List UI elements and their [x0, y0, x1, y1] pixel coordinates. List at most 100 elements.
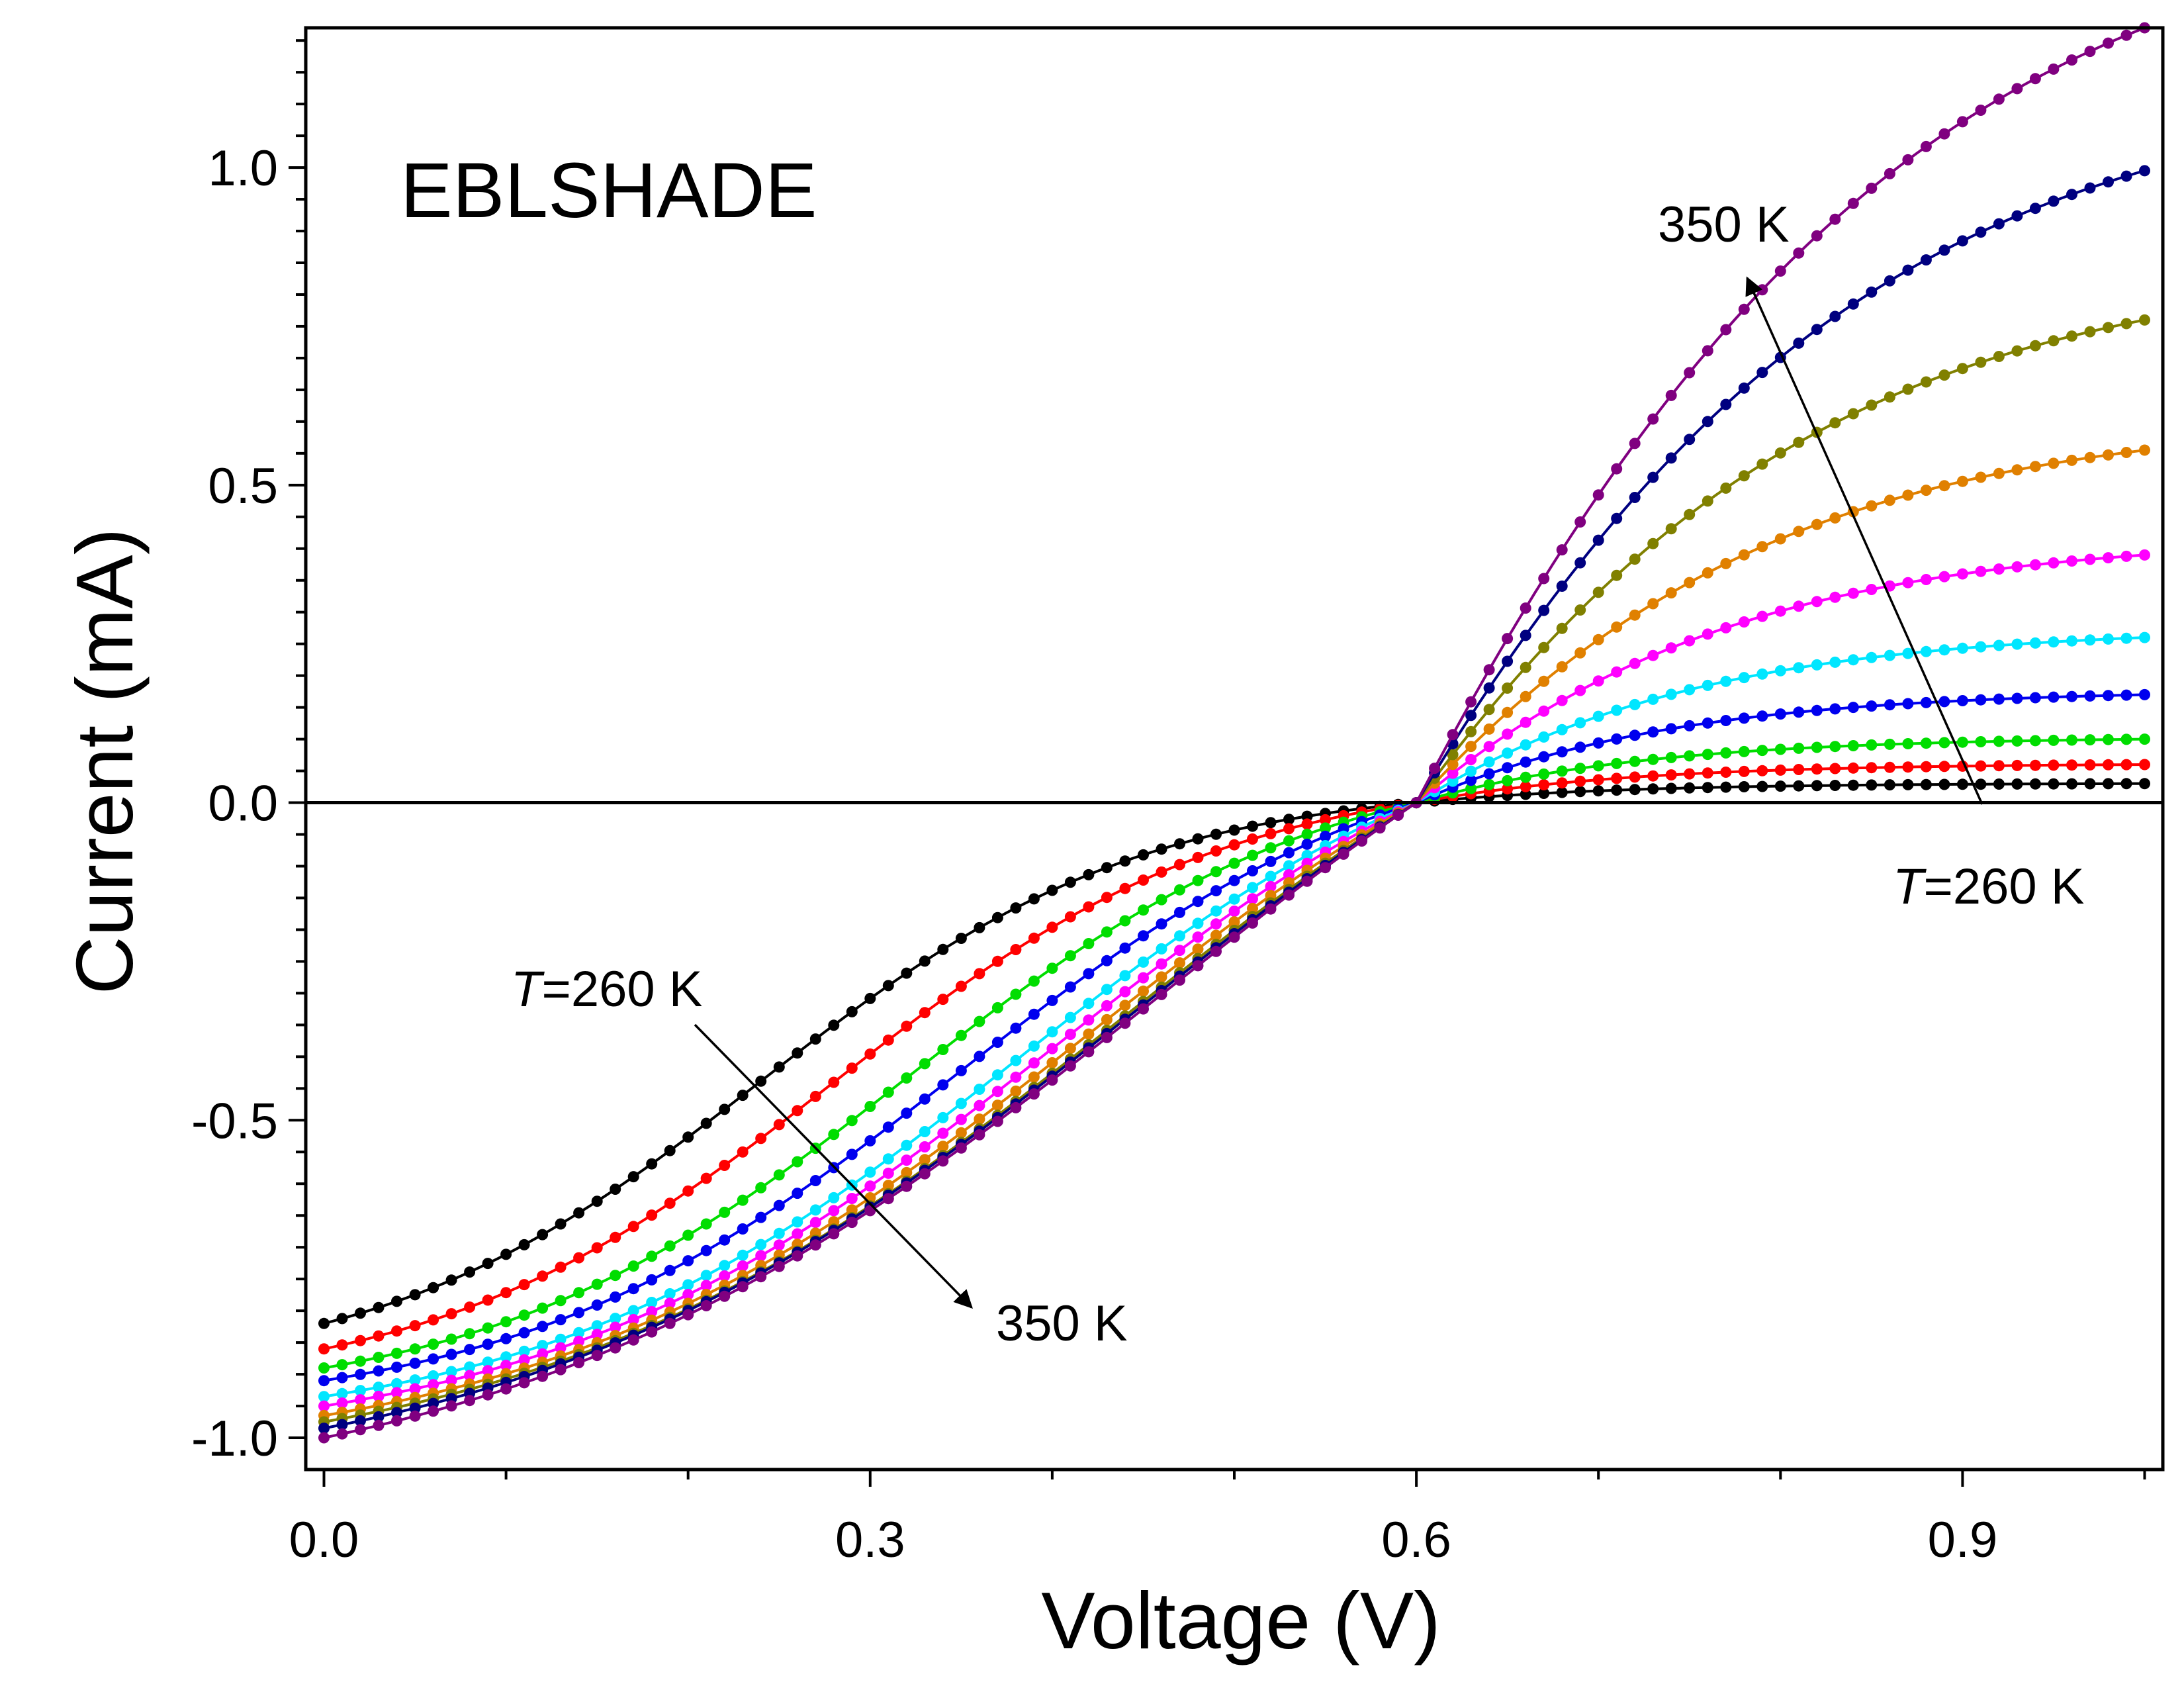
series-10-point	[1629, 438, 1641, 449]
x-axis-title: Voltage (V)	[1041, 1575, 1441, 1665]
series-6-point	[828, 1205, 840, 1217]
series-4-point	[700, 1244, 712, 1256]
series-10-point	[1866, 182, 1878, 194]
series-3-point	[500, 1316, 512, 1328]
series-2-point	[573, 1252, 585, 1264]
series-6-point	[1756, 610, 1768, 622]
series-8-point	[1993, 351, 2005, 362]
series-9-point	[1483, 682, 1495, 694]
series-7-point	[1174, 957, 1185, 969]
series-2-point	[755, 1133, 767, 1145]
series-8-point	[1611, 569, 1623, 581]
series-4-point	[1756, 710, 1768, 722]
series-2-point	[1174, 859, 1185, 870]
series-8-point	[1520, 661, 1531, 673]
series-1-point	[1083, 868, 1095, 880]
series-4-point	[1301, 838, 1313, 850]
series-4-point	[1829, 703, 1841, 715]
series-10-point	[974, 1129, 985, 1141]
series-5-point	[1866, 651, 1878, 663]
series-7-point	[919, 1154, 931, 1166]
series-5-point	[1301, 849, 1313, 861]
series-3-point	[1684, 750, 1696, 762]
series-7-point	[1064, 1043, 1076, 1055]
series-4-point	[1847, 702, 1859, 714]
series-2-point	[919, 1007, 931, 1019]
annotation-lower-start-text: =260 K	[541, 961, 702, 1017]
series-2-point	[955, 980, 967, 992]
series-8-point	[1738, 470, 1750, 482]
series-5-point	[2066, 635, 2077, 647]
x-tick-label: 0.9	[1928, 1512, 1998, 1568]
series-10-point	[792, 1250, 803, 1262]
series-4-point	[1538, 751, 1550, 763]
series-4-point	[1247, 865, 1258, 876]
series-9-point	[1866, 286, 1878, 298]
series-3-point	[537, 1302, 549, 1314]
series-2-point	[1611, 773, 1623, 784]
series-3-point	[1210, 866, 1222, 878]
series-3-point	[1866, 739, 1878, 751]
series-1-point	[1774, 780, 1786, 792]
series-6-point	[1629, 657, 1641, 669]
series-5-point	[1956, 642, 1968, 654]
series-3-point	[755, 1182, 767, 1194]
series-7-point	[1829, 512, 1841, 524]
axes-layer: 0.0 0.3 0.6 0.9 -1.0 -0.5 0.0 0.5 1.0	[191, 26, 2165, 1568]
series-5-point	[1647, 693, 1659, 705]
series-3-point	[518, 1309, 530, 1321]
series-10-point	[1447, 729, 1459, 741]
series-6-point	[1738, 616, 1750, 628]
series-7-point	[1938, 480, 1950, 492]
series-1-point	[828, 1019, 840, 1031]
series-1-point	[1884, 779, 1895, 791]
series-7-point	[2084, 451, 2096, 463]
series-1-point	[1538, 788, 1550, 799]
series-2-point	[555, 1261, 567, 1273]
series-10-point	[1010, 1102, 1022, 1113]
series-6-point	[755, 1250, 767, 1262]
series-4-point	[445, 1348, 457, 1360]
series-2-point	[719, 1160, 731, 1171]
series-10-point	[1556, 544, 1568, 556]
series-3-point	[1101, 926, 1113, 938]
series-1-point	[646, 1158, 658, 1170]
series-7-point	[1866, 500, 1878, 512]
series-9-point	[355, 1415, 366, 1427]
series-8-point	[1938, 369, 1950, 381]
series-2-point	[1320, 814, 1331, 825]
series-3-point	[1320, 822, 1331, 834]
series-3-point	[991, 1002, 1003, 1013]
series-6-point	[1101, 1000, 1113, 1011]
series-2-point	[1684, 768, 1696, 780]
series-1-point	[700, 1117, 712, 1129]
series-10-point	[1429, 763, 1441, 774]
series-3-point	[901, 1072, 913, 1084]
series-6-point	[1119, 986, 1131, 998]
series-3-point	[1156, 894, 1167, 906]
series-10-point	[1247, 917, 1258, 929]
series-10-point	[937, 1155, 949, 1167]
series-5-point	[2120, 632, 2132, 644]
series-2-point	[792, 1105, 803, 1117]
series-10-point	[1574, 516, 1586, 528]
series-2-point	[828, 1076, 840, 1088]
series-7-point	[1138, 985, 1149, 997]
series-2-point	[937, 994, 949, 1006]
series-4-point	[2066, 690, 2077, 702]
series-6-point	[428, 1379, 439, 1391]
series-5-point	[919, 1126, 931, 1137]
series-10-point	[355, 1424, 366, 1436]
series-8-fit-line	[324, 318, 2145, 1423]
series-4-point	[1920, 696, 1932, 708]
series-10-point	[391, 1415, 402, 1427]
series-10-point	[610, 1342, 621, 1354]
series-2-point	[1010, 944, 1022, 955]
series-6-point	[1647, 649, 1659, 661]
series-1-point	[1556, 786, 1568, 798]
series-3-point	[1010, 988, 1022, 1000]
series-7-point	[1210, 929, 1222, 941]
series-3-point	[1647, 753, 1659, 765]
series-2-fit-line	[324, 763, 2145, 1350]
series-6-point	[1611, 666, 1623, 678]
